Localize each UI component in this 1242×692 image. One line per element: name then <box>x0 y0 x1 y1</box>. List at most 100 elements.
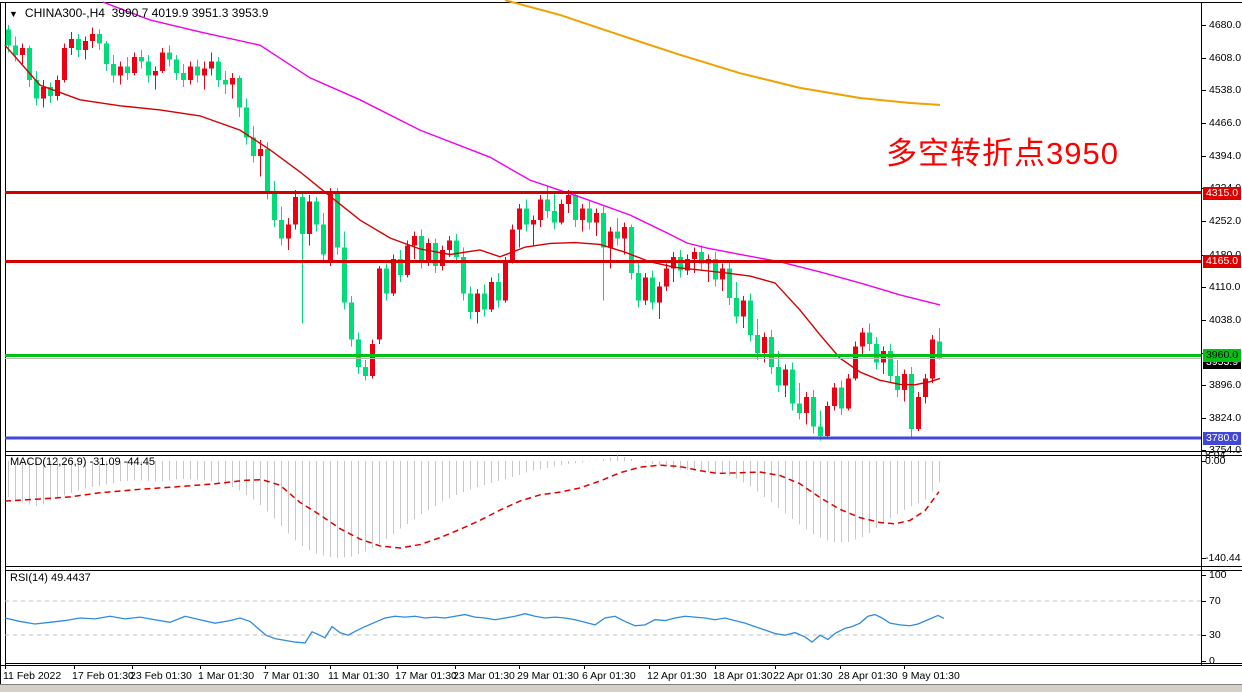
symbol-timeframe: CHINA300-,H4 <box>24 6 105 20</box>
time-tick-label: 12 Apr 01:30 <box>647 670 707 682</box>
candle-body <box>762 337 767 354</box>
candle-body <box>111 64 116 76</box>
candle-body <box>475 293 480 312</box>
candle-body <box>650 277 655 303</box>
candle-body <box>937 341 942 359</box>
candle-body <box>244 107 249 138</box>
candle-body <box>818 426 823 436</box>
candle-body <box>517 208 522 230</box>
macd-main-value: -31.09 <box>89 456 121 468</box>
candle-body <box>622 226 627 239</box>
rsi-name: RSI(14) <box>10 572 48 584</box>
price-level-badge: 3780.0 <box>1203 431 1241 445</box>
candle-body <box>776 366 781 386</box>
rsi-tick-label: 70 <box>1209 595 1221 607</box>
candle-body <box>342 247 347 303</box>
ma-long-orange <box>504 0 941 106</box>
price-level-badge: 4165.0 <box>1203 254 1241 268</box>
candle-body <box>825 405 830 436</box>
candle-body <box>188 66 193 81</box>
candle-body <box>174 59 179 74</box>
candle-body <box>55 80 60 97</box>
candle-body <box>139 57 144 62</box>
candle-body <box>489 282 494 310</box>
candle-body <box>90 34 95 42</box>
time-tick-label: 17 Mar 01:30 <box>395 670 457 682</box>
candle-body <box>629 226 634 273</box>
candle-body <box>328 192 333 262</box>
candle-body <box>6 29 11 46</box>
candle-body <box>272 192 277 221</box>
candle-body <box>146 61 151 76</box>
candle-body <box>783 369 788 386</box>
candle-body <box>482 293 487 310</box>
candle-body <box>727 268 732 299</box>
candle-body <box>48 86 53 97</box>
candle-body <box>69 38 74 48</box>
candle-body <box>552 210 557 223</box>
candle-body <box>265 148 270 193</box>
candle-body <box>804 396 809 413</box>
candle-body <box>314 201 319 225</box>
candle-body <box>902 373 907 390</box>
rsi-value: 49.4437 <box>50 572 91 584</box>
macd-tick-label: 8.04 <box>1205 449 1226 461</box>
candle-body <box>125 66 130 74</box>
price-level-badge: 4315.0 <box>1203 186 1241 200</box>
candle-body <box>293 197 298 225</box>
candle-body <box>384 268 389 294</box>
candle-body <box>426 243 431 262</box>
time-tick-label: 7 Mar 01:30 <box>263 670 320 682</box>
candle-body <box>468 293 473 312</box>
candle-body <box>237 77 242 108</box>
candle-body <box>888 350 893 377</box>
candle-body <box>41 86 46 99</box>
candle-body <box>195 66 200 76</box>
candle-body <box>839 387 844 409</box>
price-tick-label: 4038.0 <box>1209 314 1242 326</box>
candle-body <box>769 337 774 367</box>
macd-name: MACD(12,26,9) <box>10 456 87 468</box>
candle-body <box>748 300 753 335</box>
candle-body <box>153 70 158 76</box>
candle-body <box>531 220 536 225</box>
ohlc-high: 4019.9 <box>151 6 189 20</box>
ma-slow-magenta <box>102 1 941 306</box>
candle-body <box>363 366 368 377</box>
candle-body <box>202 68 207 76</box>
time-tick-label: 28 Apr 01:30 <box>838 670 898 682</box>
price-tick-label: 4538.0 <box>1209 84 1242 96</box>
candle-body <box>699 252 704 264</box>
rsi-line <box>4 613 945 644</box>
price-tick-label: 4466.0 <box>1209 117 1242 129</box>
ma-fast-red <box>4 44 941 386</box>
candle-body <box>685 259 690 271</box>
candle-body <box>356 339 361 367</box>
candle-body <box>440 249 445 266</box>
time-tick-label: 23 Mar 01:30 <box>453 670 515 682</box>
macd-signal-line <box>4 464 940 549</box>
macd-tick-label: 0.00 <box>1205 455 1226 467</box>
time-tick-label: 11 Mar 01:30 <box>328 670 390 682</box>
dropdown-icon[interactable]: ▼ <box>9 9 18 19</box>
time-tick-label: 11 Feb 2022 <box>3 670 62 682</box>
macd-tick-label: -140.44 <box>1205 552 1241 564</box>
candle-body <box>524 208 529 225</box>
candle-body <box>412 236 417 246</box>
candle-body <box>307 201 312 234</box>
candle-body <box>545 199 550 211</box>
ohlc-open: 3990.7 <box>111 6 149 20</box>
time-tick-label: 18 Apr 01:30 <box>713 670 773 682</box>
price-tick-label: 3754.0 <box>1209 444 1242 456</box>
candle-body <box>755 334 760 354</box>
candle-body <box>692 252 697 260</box>
rsi-tick-label: 30 <box>1209 629 1221 641</box>
candle-body <box>643 277 648 301</box>
candle-body <box>62 47 67 81</box>
candle-body <box>167 52 172 60</box>
candle-body <box>860 332 865 347</box>
candle-body <box>321 224 326 255</box>
candle-body <box>335 192 340 248</box>
candle-body <box>454 240 459 257</box>
